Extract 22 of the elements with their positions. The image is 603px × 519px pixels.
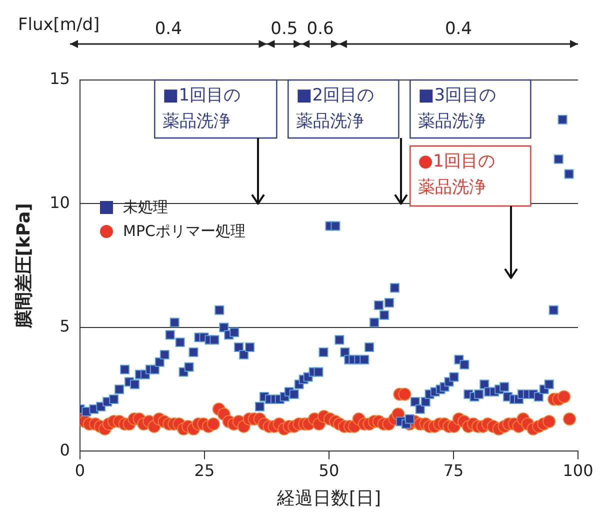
annotation: ■1回目の薬品洗浄 <box>162 85 241 132</box>
legend-label: MPCポリマー処理 <box>123 221 246 242</box>
text: 0.4 <box>154 19 182 39</box>
y-tick-label: 5 <box>60 316 70 336</box>
text: Flux[m/d] <box>18 15 100 35</box>
text: 0.5 <box>270 19 298 39</box>
text: 0.4 <box>444 19 472 39</box>
x-tick-label: 50 <box>318 460 340 480</box>
annotation: ●1回目の薬品洗浄 <box>418 151 495 198</box>
x-tick-label: 75 <box>443 460 464 480</box>
annotation: ■2回目の薬品洗浄 <box>296 85 374 132</box>
y-axis-title: 膜間差圧[kPa] <box>13 202 34 330</box>
x-axis-title: 経過日数[日] <box>276 488 382 509</box>
y-tick-label: 15 <box>50 69 70 88</box>
y-tick-label: 10 <box>50 192 70 212</box>
x-tick-label: 0 <box>74 460 86 480</box>
annotation: ■3回目の薬品洗浄 <box>418 85 496 132</box>
x-tick-label: 25 <box>194 460 215 480</box>
legend-label: 未処理 <box>123 197 168 218</box>
text: 0.6 <box>306 19 334 39</box>
x-tick-label: 100 <box>562 460 594 480</box>
y-tick-label: 0 <box>60 440 70 460</box>
